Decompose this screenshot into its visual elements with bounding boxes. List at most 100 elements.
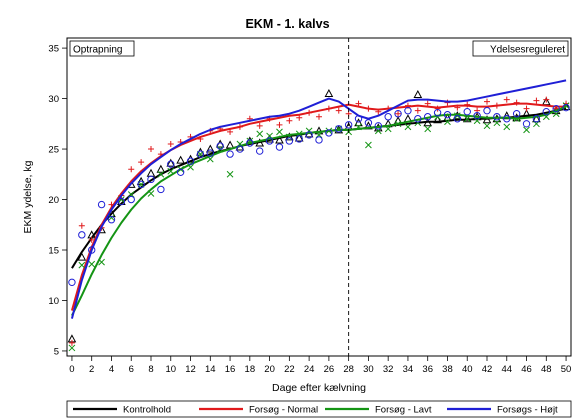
data-point bbox=[137, 181, 145, 188]
data-point bbox=[176, 168, 185, 176]
data-point bbox=[286, 117, 293, 124]
data-point bbox=[315, 136, 323, 144]
data-point bbox=[78, 222, 85, 229]
series-3 bbox=[68, 79, 570, 319]
data-point bbox=[484, 98, 490, 105]
plot-frame bbox=[66, 37, 572, 357]
annotation-right: Ydelsesreguleret bbox=[490, 45, 565, 56]
data-point bbox=[503, 123, 511, 131]
data-point bbox=[295, 135, 303, 143]
data-point bbox=[275, 143, 284, 151]
chart-title: EKM - 1. kalvs bbox=[245, 17, 329, 31]
y-axis: 5 10 15 20 25 30 35 bbox=[48, 44, 67, 357]
x-tick-label: 28 bbox=[343, 364, 354, 375]
x-tick-label: 0 bbox=[69, 364, 74, 375]
data-point bbox=[276, 121, 283, 128]
data-point bbox=[335, 125, 343, 133]
data-point bbox=[541, 97, 551, 106]
x-tick-label: 22 bbox=[284, 364, 295, 375]
x-tick-label: 44 bbox=[501, 364, 512, 375]
plot-area bbox=[67, 79, 571, 352]
data-point bbox=[463, 107, 471, 116]
x-tick-label: 38 bbox=[442, 364, 453, 375]
data-point bbox=[493, 119, 501, 127]
y-tick-label: 5 bbox=[54, 346, 59, 357]
data-point bbox=[68, 344, 76, 352]
data-point bbox=[335, 107, 342, 114]
data-point bbox=[157, 185, 165, 194]
data-point bbox=[523, 126, 530, 134]
data-point bbox=[354, 118, 363, 127]
data-point bbox=[275, 135, 284, 144]
data-point bbox=[424, 113, 432, 121]
x-tick-label: 48 bbox=[541, 364, 552, 375]
y-tick-label: 35 bbox=[48, 44, 59, 55]
data-point bbox=[148, 146, 154, 153]
x-tick-label: 42 bbox=[482, 364, 493, 375]
data-point bbox=[324, 88, 334, 98]
data-point bbox=[167, 141, 174, 147]
legend-label: Kontrolhold bbox=[123, 405, 171, 416]
data-point bbox=[344, 121, 353, 129]
series-line bbox=[70, 79, 567, 319]
data-point bbox=[197, 150, 204, 158]
data-point bbox=[276, 128, 283, 136]
data-point bbox=[404, 106, 412, 115]
data-point bbox=[533, 97, 540, 104]
y-tick-label: 20 bbox=[48, 195, 59, 206]
data-point bbox=[68, 339, 75, 346]
x-tick-label: 20 bbox=[264, 364, 275, 375]
data-point bbox=[523, 105, 530, 112]
data-point bbox=[424, 100, 431, 107]
data-point bbox=[176, 155, 185, 164]
data-point bbox=[196, 150, 205, 158]
data-point bbox=[216, 142, 224, 150]
data-point bbox=[226, 150, 234, 158]
data-point bbox=[462, 114, 472, 123]
data-point bbox=[246, 139, 254, 147]
data-point bbox=[78, 231, 86, 239]
x-tick-label: 4 bbox=[109, 364, 114, 375]
data-point bbox=[226, 170, 234, 178]
data-point bbox=[107, 216, 116, 224]
x-tick-label: 40 bbox=[462, 364, 473, 375]
data-point bbox=[305, 131, 313, 139]
x-tick-label: 24 bbox=[304, 364, 315, 375]
data-point bbox=[473, 112, 481, 120]
data-point bbox=[77, 252, 87, 261]
data-point bbox=[296, 114, 303, 121]
data-point bbox=[394, 110, 402, 118]
data-point bbox=[285, 137, 294, 145]
x-tick-label: 18 bbox=[245, 364, 256, 375]
data-point bbox=[137, 180, 145, 189]
y-tick-label: 25 bbox=[48, 145, 59, 156]
annotation-box-right bbox=[472, 40, 569, 57]
data-point bbox=[157, 170, 165, 178]
x-tick-label: 50 bbox=[561, 364, 572, 375]
x-tick-label: 2 bbox=[89, 364, 94, 375]
data-point bbox=[167, 160, 175, 168]
x-tick-label: 14 bbox=[205, 364, 216, 375]
x-tick-label: 46 bbox=[521, 364, 532, 375]
data-point bbox=[78, 261, 86, 269]
data-point bbox=[444, 118, 451, 126]
data-point bbox=[186, 157, 195, 165]
data-point bbox=[236, 145, 244, 153]
data-point bbox=[314, 126, 324, 135]
data-point bbox=[374, 122, 382, 130]
data-point bbox=[395, 110, 402, 117]
data-point bbox=[256, 147, 264, 155]
data-point bbox=[443, 111, 452, 119]
annotation-left: Optrapning bbox=[73, 45, 122, 56]
data-point bbox=[503, 96, 510, 103]
x-tick-label: 16 bbox=[225, 364, 236, 375]
data-point bbox=[206, 149, 214, 157]
data-point bbox=[166, 158, 176, 167]
data-point bbox=[542, 107, 550, 116]
data-point bbox=[88, 236, 95, 243]
data-point bbox=[433, 109, 442, 117]
data-point bbox=[365, 141, 372, 149]
x-tick-label: 26 bbox=[324, 364, 335, 375]
data-point bbox=[543, 96, 550, 103]
data-point bbox=[413, 89, 423, 99]
